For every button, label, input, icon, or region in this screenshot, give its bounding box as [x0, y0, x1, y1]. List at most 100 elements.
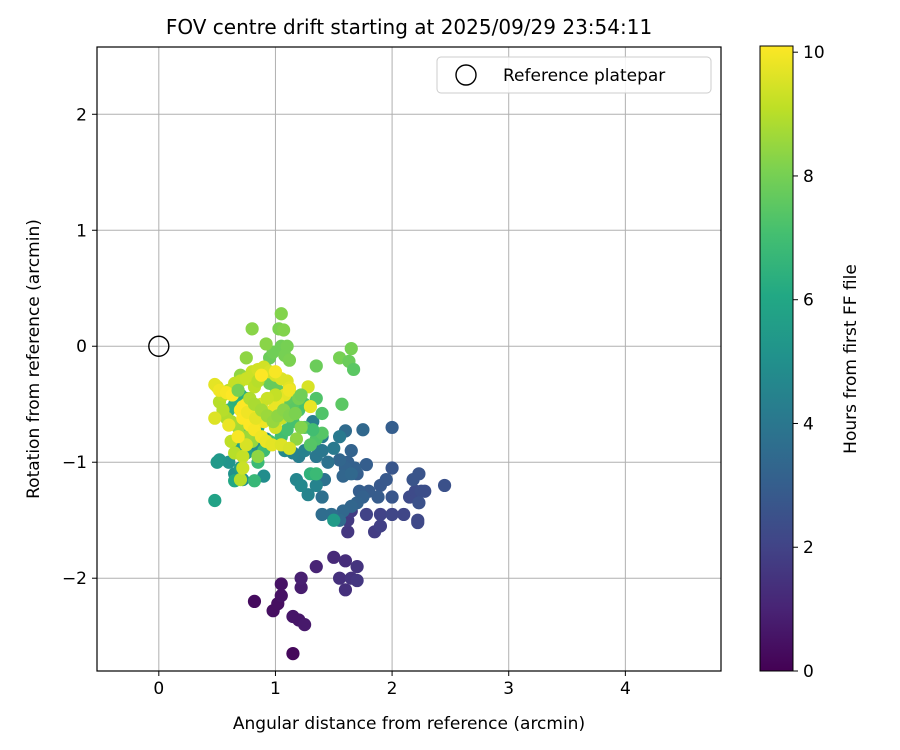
data-point: [274, 307, 288, 321]
plot-frame: [96, 46, 722, 672]
colorbar-tick-label: 8: [803, 167, 814, 187]
x-tick-label: 1: [270, 679, 281, 699]
data-point: [294, 420, 308, 435]
colorbar-tick-label: 10: [803, 43, 825, 63]
data-point: [274, 577, 288, 591]
data-point: [359, 507, 374, 522]
data-point: [294, 388, 308, 402]
colorbar-tick-label: 2: [803, 538, 814, 558]
data-point: [333, 430, 347, 444]
data-point: [350, 560, 364, 574]
data-point: [265, 438, 279, 452]
data-point: [315, 507, 329, 522]
data-point: [359, 457, 374, 472]
data-point: [309, 560, 323, 574]
y-tick-label: 1: [76, 221, 87, 241]
data-point: [315, 406, 329, 421]
data-point: [236, 461, 250, 475]
data-point: [341, 525, 355, 539]
y-axis-label: Rotation from reference (arcmin): [24, 219, 44, 499]
data-point: [289, 432, 304, 446]
data-points: [208, 307, 452, 661]
data-point: [239, 351, 253, 365]
data-point: [233, 473, 248, 487]
data-point: [350, 573, 364, 588]
data-point: [346, 362, 361, 377]
grid-lines: [97, 47, 721, 671]
data-point: [282, 383, 297, 397]
colorbar-gradient: [759, 45, 794, 672]
data-point: [373, 507, 388, 522]
colorbar-label: Hours from first FF file: [841, 264, 861, 454]
x-axis: 0 1 2 3 4: [153, 671, 631, 699]
data-point: [344, 467, 358, 481]
data-point: [239, 438, 253, 452]
data-point: [406, 473, 420, 487]
data-point: [338, 554, 353, 568]
data-point: [277, 323, 291, 337]
x-axis-label: Angular distance from reference (arcmin): [233, 714, 585, 734]
data-point: [338, 583, 353, 597]
data-point: [247, 594, 262, 609]
y-axis: −2 −1 0 1 2: [62, 105, 97, 589]
data-point: [327, 513, 341, 527]
data-point: [309, 478, 323, 493]
x-tick-label: 3: [503, 679, 514, 699]
data-point: [259, 337, 273, 351]
data-point: [385, 490, 399, 504]
data-point: [288, 406, 302, 421]
data-point: [208, 493, 222, 508]
data-point: [437, 478, 452, 493]
data-point: [231, 383, 245, 397]
data-point: [294, 580, 308, 595]
legend-label: Reference platepar: [503, 66, 665, 86]
data-point: [286, 647, 300, 661]
data-point: [247, 474, 262, 488]
legend-marker: [455, 64, 477, 86]
y-tick-label: 0: [76, 337, 87, 357]
data-point: [327, 441, 341, 455]
data-point: [245, 322, 259, 336]
data-point: [210, 455, 224, 469]
y-tick-label: −1: [62, 453, 87, 473]
colorbar-tick-label: 6: [803, 291, 814, 311]
data-point: [356, 423, 370, 437]
data-point: [268, 365, 283, 379]
data-point: [236, 449, 250, 464]
data-point: [309, 467, 323, 481]
data-point: [411, 515, 425, 530]
data-point: [412, 496, 426, 510]
data-point: [333, 453, 347, 467]
data-point: [306, 423, 320, 437]
data-point: [303, 438, 318, 452]
data-point: [260, 391, 274, 406]
data-point: [282, 441, 297, 455]
data-point: [274, 589, 288, 603]
data-point: [251, 449, 265, 464]
data-point: [315, 444, 329, 458]
reference-marker: [148, 335, 170, 357]
x-tick-label: 2: [387, 679, 398, 699]
data-point: [282, 353, 297, 367]
data-point: [379, 473, 393, 487]
y-tick-label: −2: [62, 569, 87, 589]
data-point: [397, 507, 411, 522]
reference-platepar-marker: [148, 335, 170, 357]
colorbar-tick-label: 4: [803, 414, 814, 434]
data-point: [385, 507, 399, 522]
data-point: [303, 399, 318, 414]
data-point: [208, 411, 222, 425]
colorbar-tick-label: 0: [803, 662, 814, 682]
data-point: [294, 571, 308, 585]
data-point: [222, 418, 236, 432]
chart-title: FOV centre drift starting at 2025/09/29 …: [166, 15, 652, 39]
x-tick-label: 0: [153, 679, 164, 699]
data-point: [301, 488, 315, 502]
data-point: [344, 444, 358, 458]
legend: Reference platepar: [436, 56, 712, 94]
data-point: [294, 478, 308, 493]
colorbar-ticks: 0 2 4 6 8 10: [793, 43, 825, 682]
data-point: [254, 368, 269, 382]
x-tick-label: 4: [620, 679, 631, 699]
